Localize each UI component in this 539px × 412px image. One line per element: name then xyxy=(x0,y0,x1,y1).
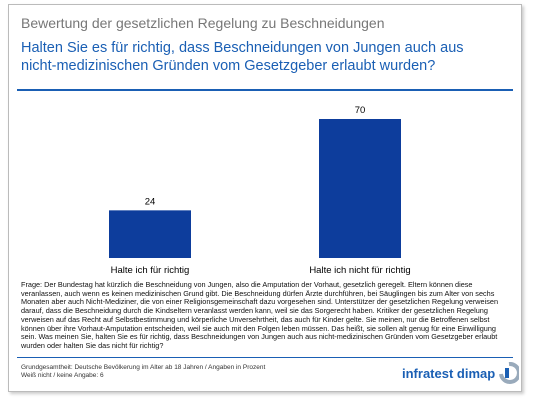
slide: Bewertung der gesetzlichen Regelung zu B… xyxy=(8,4,522,392)
x-tick-label: Halte ich nicht für richtig xyxy=(309,265,410,276)
divider xyxy=(17,89,513,91)
question-note: Frage: Der Bundestag hat kürzlich die Be… xyxy=(21,280,498,350)
chart-title: Bewertung der gesetzlichen Regelung zu B… xyxy=(21,15,385,31)
footer-line: Grundgesamtheit: Deutsche Bevölkerung im… xyxy=(21,364,266,371)
brand: infratest dimap xyxy=(402,366,496,381)
bar xyxy=(109,210,191,258)
subtitle-line: nicht-medizinischen Gründen vom Gesetzge… xyxy=(21,58,436,74)
logo-bar xyxy=(505,368,509,378)
chart-subtitle: Halten Sie es für richtig, dass Beschnei… xyxy=(21,39,464,75)
footer-line: Weiß nicht / keine Angabe: 6 xyxy=(21,371,104,379)
logo xyxy=(499,362,519,384)
footer: Grundgesamtheit: Deutsche Bevölkerung im… xyxy=(21,364,265,379)
bar xyxy=(319,119,401,258)
value-label: 70 xyxy=(355,105,366,116)
x-tick-label: Halte ich für richtig xyxy=(111,265,190,276)
value-label: 24 xyxy=(145,196,156,207)
logo-arc xyxy=(499,362,519,384)
divider xyxy=(17,357,513,358)
chart: 24 Halte ich für richtig 70 Halte ich nicht… xyxy=(109,105,411,276)
subtitle-line: Halten Sie es für richtig, dass Beschnei… xyxy=(21,40,464,56)
